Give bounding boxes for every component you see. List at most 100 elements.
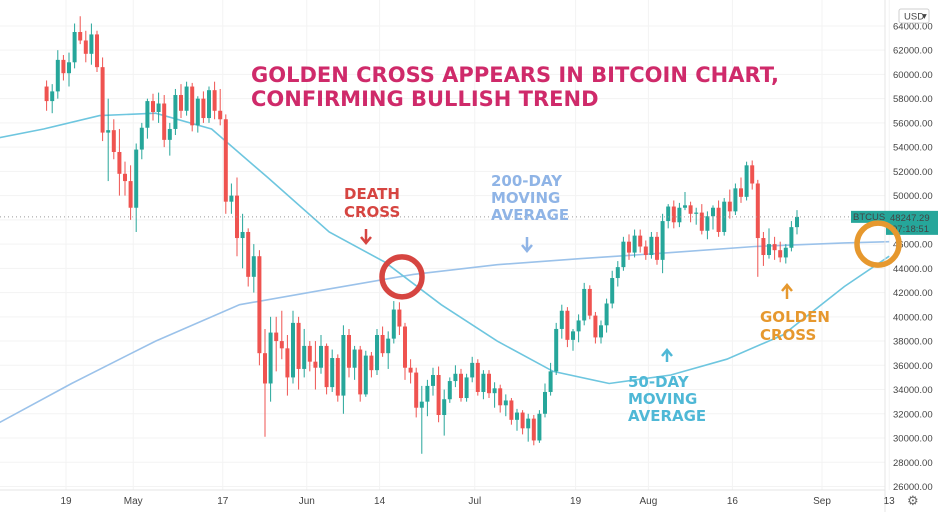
candle [470, 356, 475, 383]
candle-body [604, 303, 609, 326]
candle-body [240, 231, 245, 239]
currency-selector[interactable]: USD ▾ [898, 8, 930, 24]
candle [296, 316, 301, 390]
candle-body [750, 165, 755, 184]
candle [643, 240, 648, 260]
candle [503, 394, 508, 417]
candle-body [358, 349, 363, 395]
candle-body [274, 332, 279, 342]
candle [727, 189, 732, 219]
candle [78, 16, 83, 45]
death-cross-label-2: CROSS [344, 203, 400, 221]
candle [291, 310, 295, 384]
price-axis[interactable]: 26000.00 28000.00 30000.00 32000.00 34000.00… [893, 21, 933, 493]
candle [531, 414, 536, 446]
candle-body [156, 103, 161, 112]
candle [72, 23, 77, 69]
candle [660, 213, 665, 274]
candle [761, 231, 766, 266]
candle [571, 328, 575, 351]
candle-body [638, 235, 643, 247]
candle-body [408, 367, 413, 373]
candle-body [167, 128, 172, 140]
candle [587, 285, 592, 320]
candle [391, 301, 396, 344]
candle [223, 114, 228, 214]
candle [408, 359, 413, 384]
candle-body [307, 345, 312, 362]
candle-body [403, 326, 407, 368]
candle [279, 310, 284, 360]
candle [195, 96, 200, 133]
candle-body [498, 388, 503, 406]
arrow-up-icon [781, 283, 793, 299]
x-tick-label: 17 [217, 496, 229, 507]
candle [537, 410, 542, 443]
time-axis[interactable]: 19May17Jun14Jul19Aug16Sep13Oct [60, 496, 938, 507]
x-tick-label: Aug [640, 496, 658, 507]
candle [543, 383, 547, 418]
candle-body [61, 59, 66, 74]
candle-body [179, 95, 183, 111]
candle-body [716, 207, 721, 232]
candle [386, 331, 391, 369]
candle [341, 325, 346, 414]
candle [324, 343, 329, 395]
candle [375, 328, 379, 375]
candle [218, 88, 223, 126]
candle [459, 368, 463, 402]
candle [67, 52, 71, 87]
candle [179, 84, 183, 119]
candle-body [783, 247, 788, 258]
golden-cross-label-2: CROSS [760, 326, 816, 344]
candle [442, 389, 447, 436]
candle [604, 298, 609, 333]
arrow-down-icon [360, 229, 372, 245]
candles [44, 16, 799, 454]
candle-body [44, 86, 49, 102]
candle [772, 236, 777, 260]
candle-body [699, 212, 704, 231]
candle-body [78, 32, 83, 41]
candle-body [470, 362, 475, 378]
candle-body [397, 309, 402, 327]
candle [257, 250, 262, 366]
candle [246, 228, 251, 287]
candle [61, 55, 66, 81]
y-tick-label: 50000.00 [893, 191, 933, 202]
candle [716, 200, 721, 237]
ma50-label-2: MOVING [628, 390, 697, 408]
candle-body [666, 206, 671, 222]
candle [431, 367, 435, 396]
candle-body [173, 95, 178, 129]
candle-body [330, 358, 335, 388]
candle-body [778, 250, 783, 258]
candle [739, 177, 743, 203]
gear-icon[interactable]: ⚙ [907, 494, 919, 509]
candle [475, 359, 480, 396]
candle [167, 122, 172, 156]
y-tick-label: 56000.00 [893, 118, 933, 129]
candle-body [554, 328, 559, 372]
candle [307, 341, 312, 372]
ma50-annotation: 50-DAY MOVING AVERAGE [628, 348, 706, 425]
candle-body [487, 373, 491, 394]
candle-body [582, 288, 587, 321]
ma200-label-2: MOVING [491, 189, 560, 207]
candle-body [520, 412, 525, 429]
candle-body [296, 322, 301, 369]
candle-body [711, 207, 715, 217]
x-tick-label: 16 [727, 496, 739, 507]
y-tick-label: 28000.00 [893, 458, 933, 469]
candle [694, 207, 699, 225]
candle-body [313, 361, 318, 368]
candle [671, 200, 676, 229]
candle-body [621, 241, 626, 268]
x-tick-label: Jun [299, 496, 315, 507]
candle [156, 92, 161, 123]
candle-body [688, 205, 693, 214]
candle [599, 320, 603, 344]
candle [207, 86, 211, 123]
candle-body [727, 201, 732, 212]
